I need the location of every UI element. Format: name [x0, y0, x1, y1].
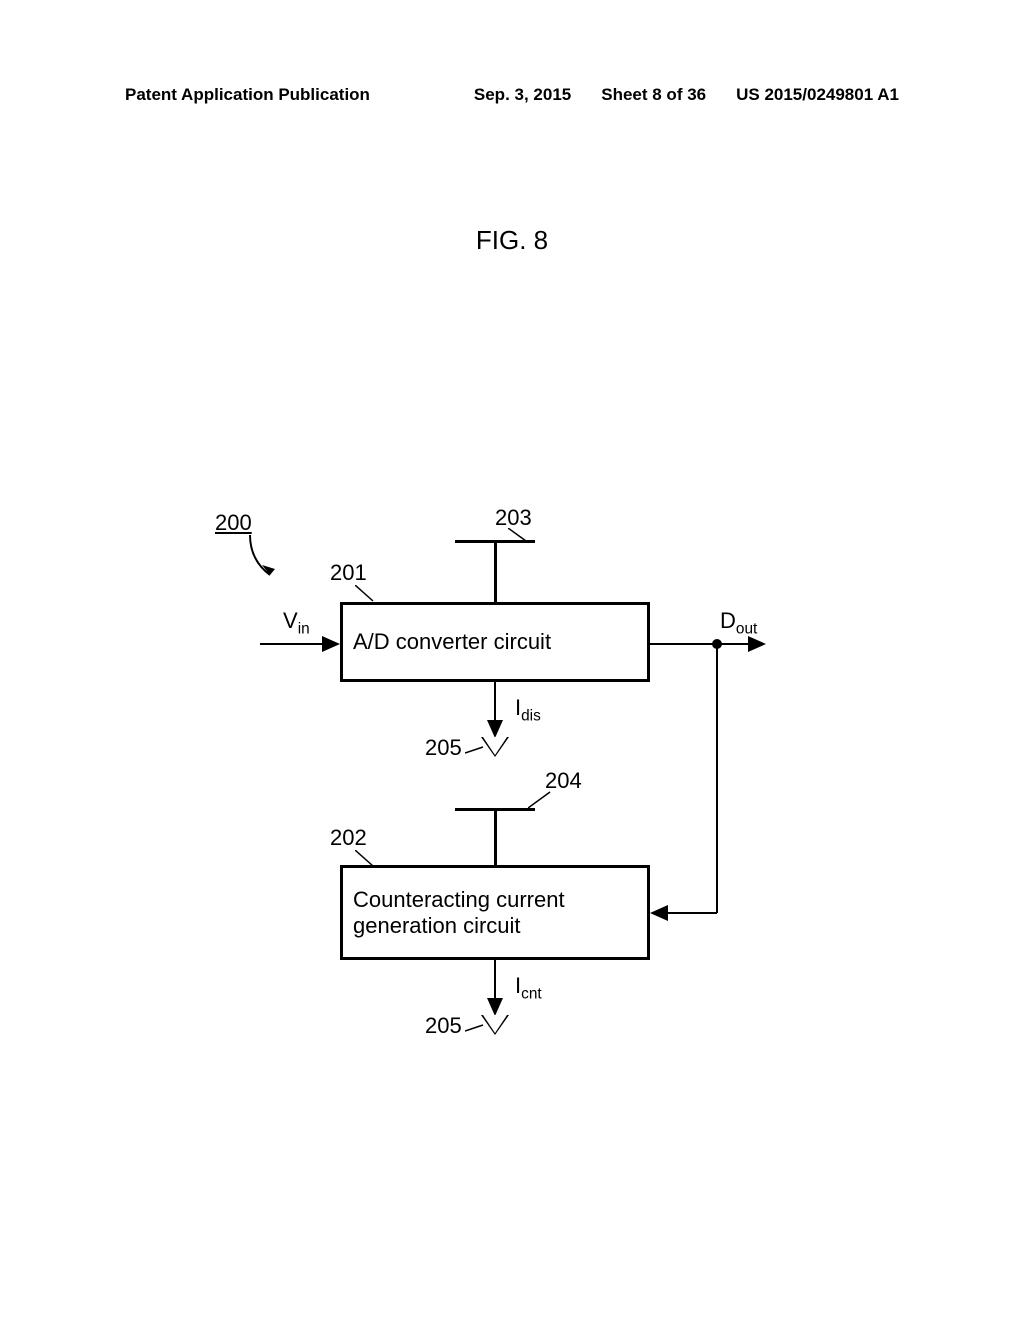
vin-arrow-head [322, 636, 340, 652]
idis-label: Idis [515, 695, 541, 725]
idis-arrow-head [487, 720, 503, 738]
idis-arrow-line [494, 682, 496, 722]
ref-205b-leader [465, 1023, 485, 1035]
header-date: Sep. 3, 2015 [474, 85, 571, 105]
power-stem-203 [494, 540, 497, 602]
ref-203-leader [508, 528, 538, 546]
ref-202-label: 202 [330, 825, 367, 851]
icnt-label: Icnt [515, 973, 542, 1003]
vin-arrow-line [260, 643, 325, 645]
figure-title: FIG. 8 [0, 225, 1024, 256]
block-diagram: 200 203 201 A/D converter circuit Vin Do… [0, 500, 1024, 1200]
icnt-arrow-line [494, 960, 496, 1000]
ref-205a-leader [465, 745, 485, 757]
icnt-arrow-head [487, 998, 503, 1016]
counteract-block-line2: generation circuit [353, 913, 521, 939]
feedback-line-v [716, 643, 718, 913]
dout-arrow-head [748, 636, 766, 652]
ref-204-leader [528, 790, 553, 810]
power-stem-204 [494, 808, 497, 865]
ref-205a-label: 205 [425, 735, 462, 761]
header-sheet: Sheet 8 of 36 [601, 85, 706, 105]
adc-block-text: A/D converter circuit [343, 629, 647, 655]
ref-200-label: 200 [215, 510, 252, 536]
ground-2 [483, 1015, 507, 1033]
header-publication: Patent Application Publication [125, 85, 370, 105]
ref-201-label: 201 [330, 560, 367, 586]
ref-205b-label: 205 [425, 1013, 462, 1039]
counteract-block-line1: Counteracting current [353, 887, 565, 913]
dout-label: Dout [720, 608, 757, 638]
ground-1 [483, 737, 507, 755]
dout-arrow-line [650, 643, 750, 645]
counteract-block: Counteracting current generation circuit [340, 865, 650, 960]
feedback-arrow-head [650, 905, 668, 921]
feedback-line-h [665, 912, 717, 914]
ref-200-leader [245, 535, 285, 585]
header-doc-number: US 2015/0249801 A1 [736, 85, 899, 105]
vin-label: Vin [283, 608, 310, 638]
adc-block: A/D converter circuit [340, 602, 650, 682]
